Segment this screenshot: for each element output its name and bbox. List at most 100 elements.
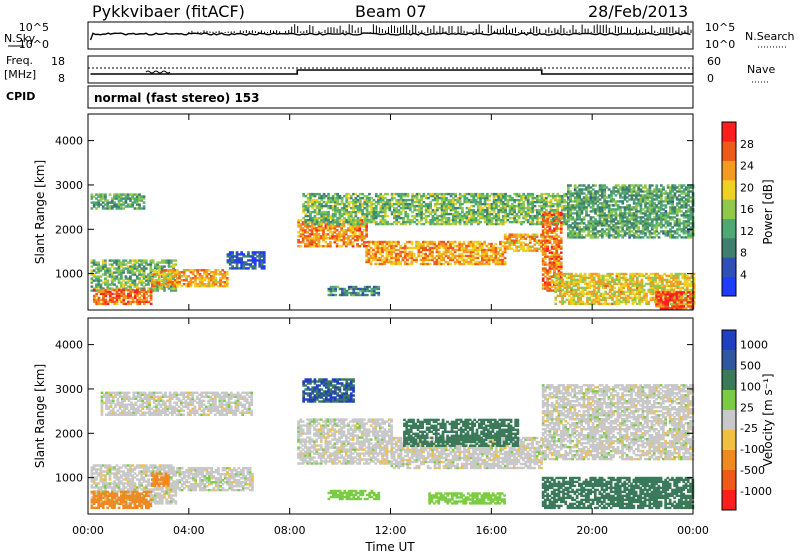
heatmap-cell: [629, 273, 632, 275]
heatmap-cell: [650, 277, 653, 279]
heatmap-cell: [636, 273, 639, 275]
heatmap-cell: [429, 241, 432, 243]
heatmap-cell: [536, 240, 539, 242]
heatmap-cell: [203, 277, 206, 279]
heatmap-cell: [127, 193, 130, 195]
heatmap-cell: [442, 251, 445, 253]
heatmap-cell: [383, 245, 386, 247]
heatmap-cell: [145, 259, 148, 261]
heatmap-cell: [668, 289, 671, 291]
heatmap-cell: [621, 212, 624, 214]
heatmap-cell: [320, 235, 323, 237]
heatmap-cell: [557, 295, 560, 297]
heatmap-cell: [316, 217, 319, 219]
heatmap-cell: [511, 217, 514, 219]
beam-title: Beam 07: [355, 2, 427, 21]
heatmap-cell: [501, 259, 504, 261]
heatmap-cell: [370, 255, 373, 257]
heatmap-cell: [127, 203, 130, 205]
heatmap-cell: [395, 199, 398, 201]
heatmap-cell: [566, 277, 569, 279]
heatmap-cell: [425, 195, 428, 197]
heatmap-cell: [620, 297, 623, 299]
heatmap-cell: [208, 273, 211, 275]
heatmap-cell: [100, 291, 103, 293]
heatmap-cell: [513, 240, 516, 242]
heatmap-cell: [136, 283, 139, 285]
heatmap-cell: [156, 261, 159, 263]
heatmap-cell: [140, 259, 143, 261]
heatmap-cell: [365, 241, 368, 243]
heatmap-cell: [468, 217, 471, 219]
heatmap-cell: [592, 220, 595, 222]
heatmap-cell: [602, 293, 605, 295]
heatmap-cell: [586, 297, 589, 299]
heatmap-cell: [143, 201, 146, 203]
heatmap-cell: [111, 297, 114, 299]
heatmap-cell: [621, 184, 624, 186]
heatmap-cell: [463, 255, 466, 257]
heatmap-cell: [190, 277, 193, 279]
heatmap-cell: [120, 193, 123, 195]
heatmap-cell: [615, 184, 618, 186]
heatmap-cell: [579, 291, 582, 293]
heatmap-cell: [231, 265, 234, 267]
heatmap-cell: [612, 234, 615, 236]
heatmap-cell: [113, 275, 116, 277]
heatmap-cell: [196, 283, 199, 285]
heatmap-cell: [493, 215, 496, 217]
heatmap-cell: [129, 265, 132, 267]
heatmap-cell: [450, 199, 453, 201]
heatmap-cell: [100, 279, 103, 281]
heatmap-cell: [215, 277, 218, 279]
heatmap-cell: [330, 197, 333, 199]
heatmap-cell: [97, 261, 100, 263]
heatmap-cell: [148, 295, 151, 297]
heatmap-cell: [311, 199, 314, 201]
heatmap-cell: [599, 234, 602, 236]
heatmap-cell: [643, 285, 646, 287]
heatmap-cell: [616, 283, 619, 285]
heatmap-cell: [183, 269, 186, 271]
heatmap-cell: [488, 243, 491, 245]
heatmap-cell: [599, 230, 602, 232]
heatmap-cell: [111, 205, 114, 207]
heatmap-cell: [366, 195, 369, 197]
heatmap-cell: [557, 287, 560, 289]
heatmap-cell: [136, 259, 139, 261]
heatmap-cell: [122, 283, 125, 285]
heatmap-cell: [628, 226, 631, 228]
heatmap-cell: [379, 247, 382, 249]
heatmap-cell: [599, 194, 602, 196]
heatmap-cell: [666, 279, 669, 281]
heatmap-cell: [438, 193, 441, 195]
heatmap-cell: [160, 279, 163, 281]
heatmap-cell: [336, 229, 339, 231]
heatmap-cell: [181, 275, 184, 277]
heatmap-cell: [311, 211, 314, 213]
heatmap-cell: [529, 236, 532, 238]
heatmap-cell: [334, 193, 337, 195]
heatmap-cell: [330, 205, 333, 207]
heatmap-cell: [486, 207, 489, 209]
heatmap-cell: [479, 221, 482, 223]
heatmap-cell: [359, 217, 362, 219]
heatmap-cell: [120, 281, 123, 283]
heatmap-cell: [645, 283, 648, 285]
heatmap-cell: [341, 223, 344, 225]
heatmap-cell: [389, 223, 392, 225]
heatmap-cell: [393, 245, 396, 247]
heatmap-cell: [601, 202, 604, 204]
heatmap-cell: [499, 247, 502, 249]
heatmap-cell: [413, 215, 416, 217]
heatmap-cell: [406, 241, 409, 243]
heatmap-cell: [445, 243, 448, 245]
heatmap-cell: [163, 259, 166, 261]
heatmap-cell: [100, 203, 103, 205]
heatmap-cell: [504, 261, 507, 263]
heatmap-cell: [100, 303, 103, 305]
heatmap-cell: [619, 200, 622, 202]
heatmap-cell: [438, 241, 441, 243]
heatmap-cell: [190, 269, 193, 271]
heatmap-cell: [438, 223, 441, 225]
